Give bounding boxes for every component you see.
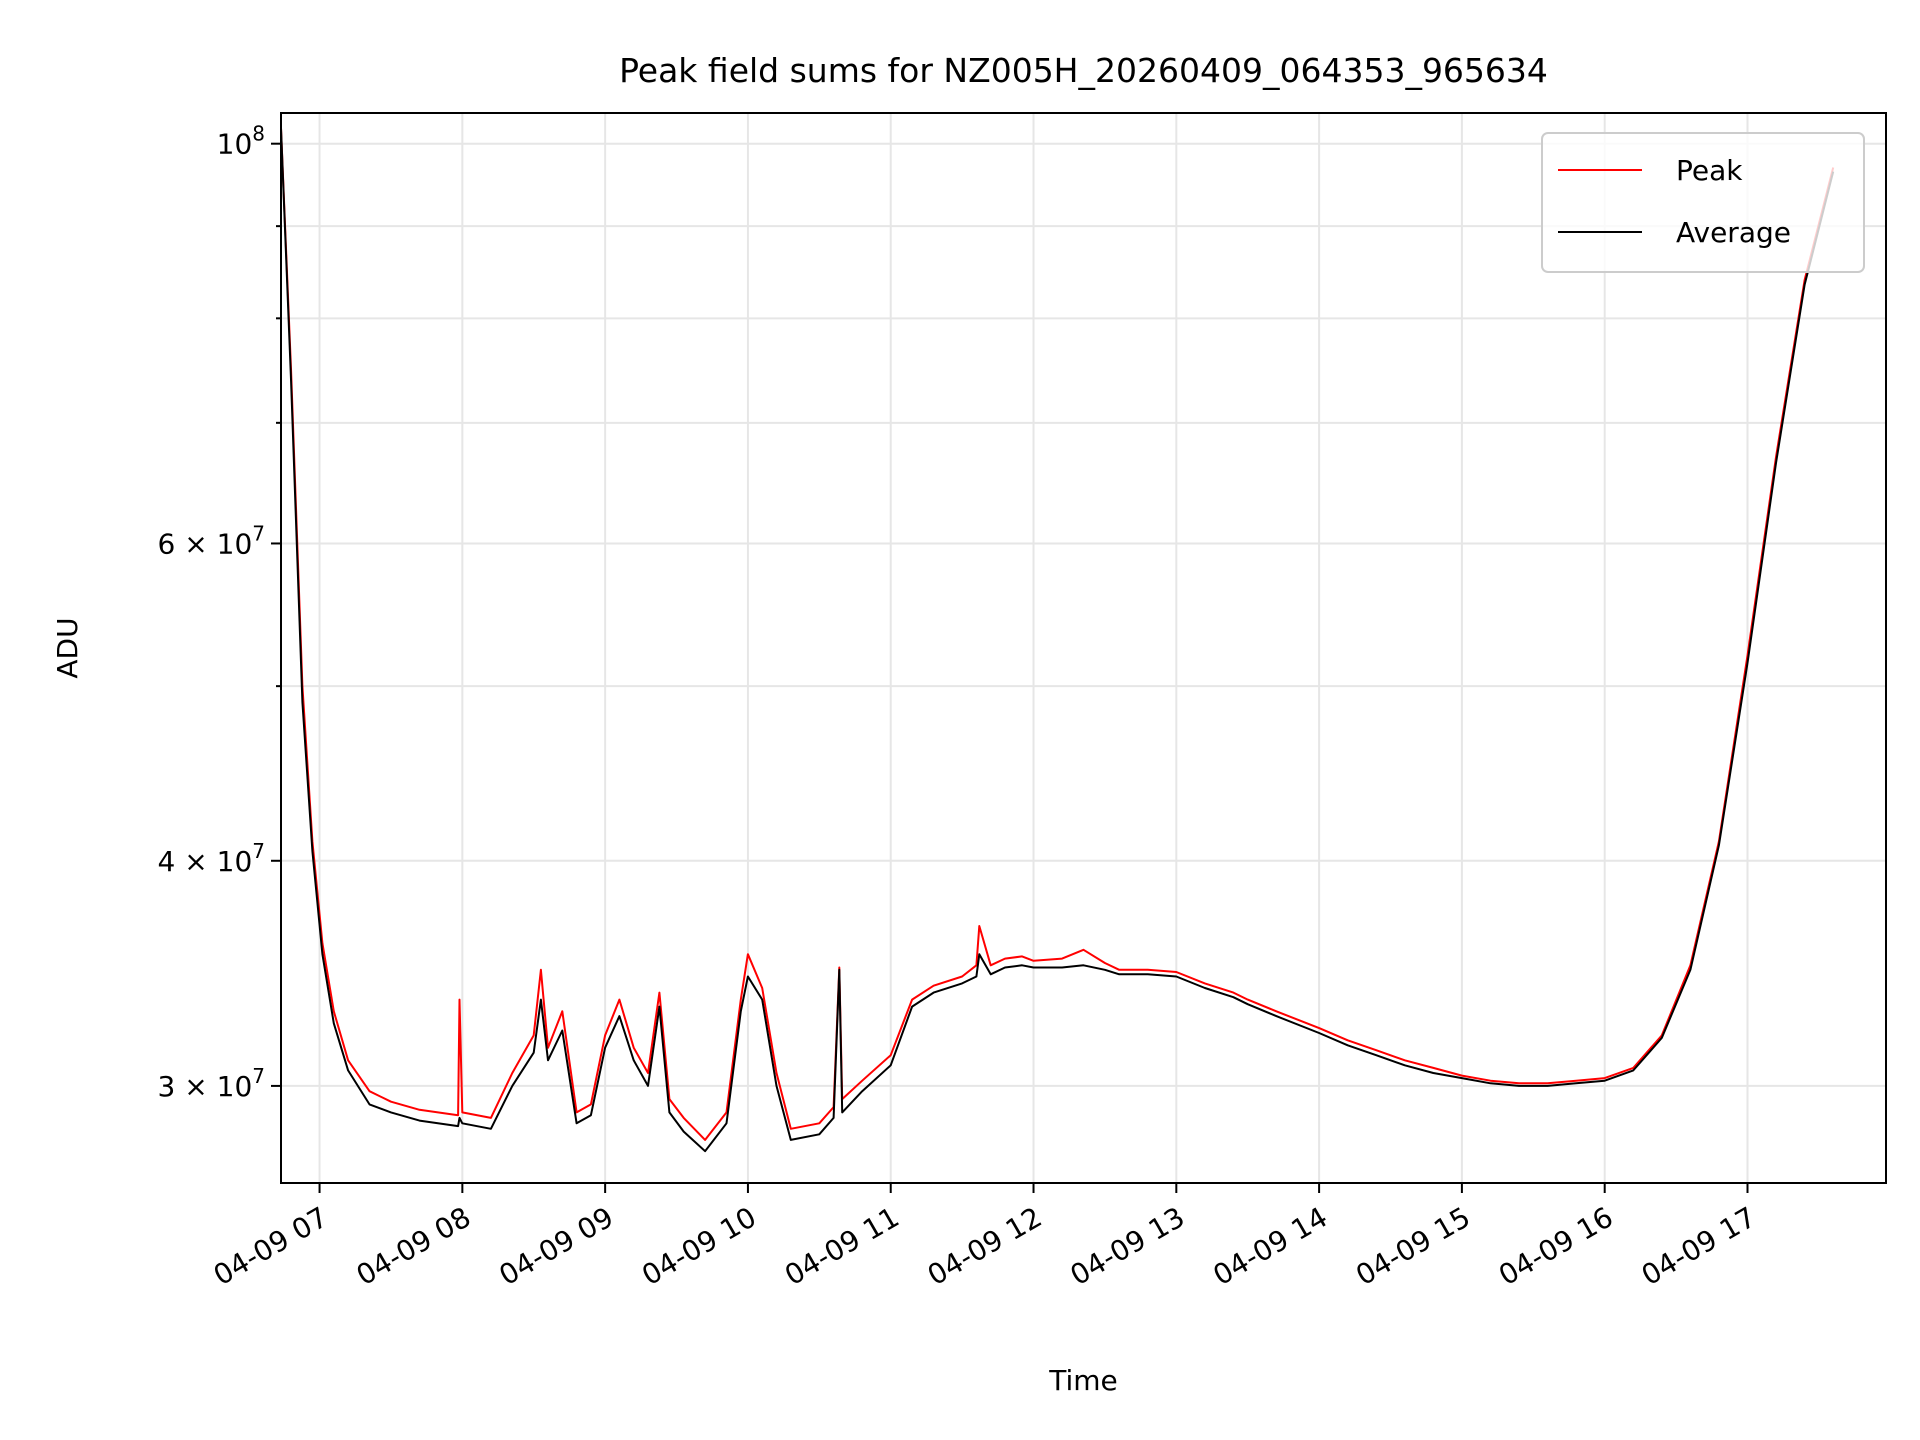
legend: Peak Average xyxy=(1541,132,1865,273)
axes-frame xyxy=(280,112,1887,1184)
y-tick-label: 3 × 107 xyxy=(158,1064,265,1103)
chart-title: Peak field sums for NZ005H_20260409_0643… xyxy=(619,51,1548,90)
series-line-average xyxy=(280,128,1835,1153)
legend-peak-label: Peak xyxy=(1676,154,1743,187)
x-axis-label: Time xyxy=(1048,1364,1118,1397)
series-lines xyxy=(280,128,1835,1153)
y-axis-label: ADU xyxy=(51,617,84,678)
y-tick-label: 4 × 107 xyxy=(158,839,265,878)
legend-average-label: Average xyxy=(1676,216,1791,249)
y-tick-label: 108 xyxy=(217,122,265,161)
series-line-peak xyxy=(280,128,1835,1141)
y-tick-label: 6 × 107 xyxy=(158,521,265,560)
legend-box xyxy=(1541,132,1865,273)
grid xyxy=(281,113,1886,1183)
